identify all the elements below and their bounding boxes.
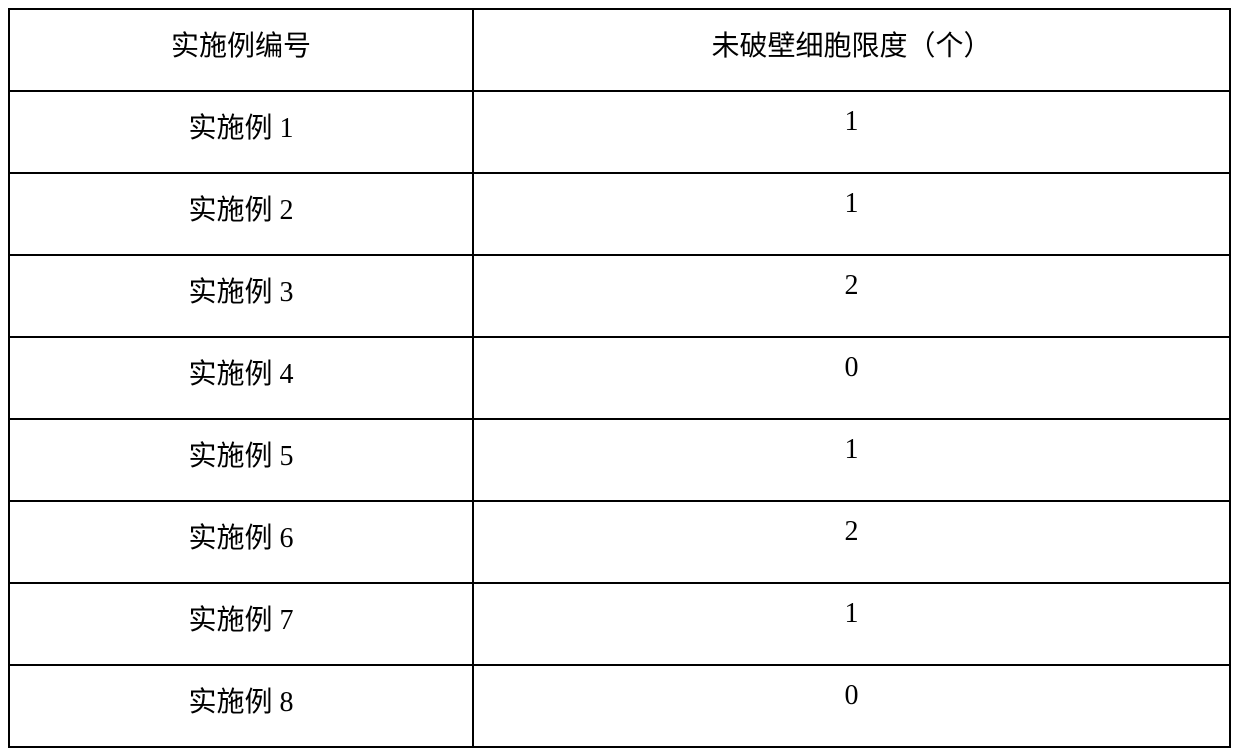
data-table: 实施例编号 未破壁细胞限度（个） 实施例 1 1 实施例 2 1 实施例 3 2… bbox=[8, 8, 1231, 748]
table-cell: 2 bbox=[473, 501, 1230, 583]
table-cell: 1 bbox=[473, 91, 1230, 173]
table-row: 实施例 7 1 bbox=[9, 583, 1230, 665]
table-cell: 1 bbox=[473, 583, 1230, 665]
table-cell: 0 bbox=[473, 337, 1230, 419]
table-cell: 实施例 8 bbox=[9, 665, 473, 747]
table-cell: 实施例 1 bbox=[9, 91, 473, 173]
table-row: 实施例 8 0 bbox=[9, 665, 1230, 747]
table-row: 实施例 1 1 bbox=[9, 91, 1230, 173]
table-cell: 1 bbox=[473, 173, 1230, 255]
table-header-cell: 实施例编号 bbox=[9, 9, 473, 91]
table-header-cell: 未破壁细胞限度（个） bbox=[473, 9, 1230, 91]
table-cell: 实施例 2 bbox=[9, 173, 473, 255]
table-row: 实施例 3 2 bbox=[9, 255, 1230, 337]
table-cell: 实施例 6 bbox=[9, 501, 473, 583]
table-cell: 2 bbox=[473, 255, 1230, 337]
table-header-row: 实施例编号 未破壁细胞限度（个） bbox=[9, 9, 1230, 91]
table-cell: 实施例 7 bbox=[9, 583, 473, 665]
table-cell: 0 bbox=[473, 665, 1230, 747]
table-cell: 实施例 4 bbox=[9, 337, 473, 419]
data-table-container: 实施例编号 未破壁细胞限度（个） 实施例 1 1 实施例 2 1 实施例 3 2… bbox=[8, 8, 1231, 748]
table-row: 实施例 2 1 bbox=[9, 173, 1230, 255]
table-row: 实施例 6 2 bbox=[9, 501, 1230, 583]
table-cell: 实施例 5 bbox=[9, 419, 473, 501]
table-row: 实施例 5 1 bbox=[9, 419, 1230, 501]
table-cell: 1 bbox=[473, 419, 1230, 501]
table-cell: 实施例 3 bbox=[9, 255, 473, 337]
table-row: 实施例 4 0 bbox=[9, 337, 1230, 419]
